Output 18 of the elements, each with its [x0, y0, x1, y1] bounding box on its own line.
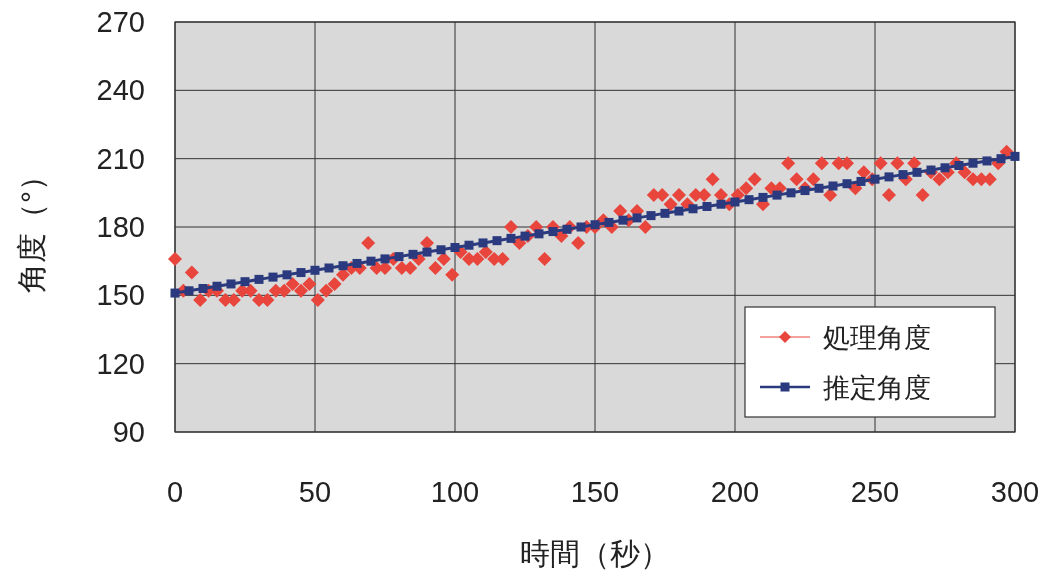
x-tick-label: 300	[990, 476, 1040, 508]
y-tick-label: 150	[96, 279, 145, 312]
y-tick-label: 90	[112, 416, 145, 448]
x-axis-title: 時間（秒）	[520, 537, 670, 570]
y-tick-label: 270	[96, 6, 145, 38]
y-axis-title: 角度（°）	[15, 161, 48, 293]
legend-label: 推定角度	[823, 373, 931, 403]
y-tick-label: 180	[96, 211, 145, 243]
y-tick-label: 120	[96, 347, 145, 380]
x-tick-label: 0	[166, 476, 184, 508]
x-tick-label: 150	[570, 476, 620, 508]
y-tick-label: 210	[96, 142, 145, 175]
x-tick-label: 50	[298, 476, 332, 508]
legend-label: 処理角度	[823, 323, 931, 353]
x-tick-label: 100	[430, 476, 480, 508]
y-tick-label: 240	[96, 74, 145, 107]
x-tick-label: 250	[850, 476, 900, 508]
x-tick-label: 200	[710, 476, 760, 508]
